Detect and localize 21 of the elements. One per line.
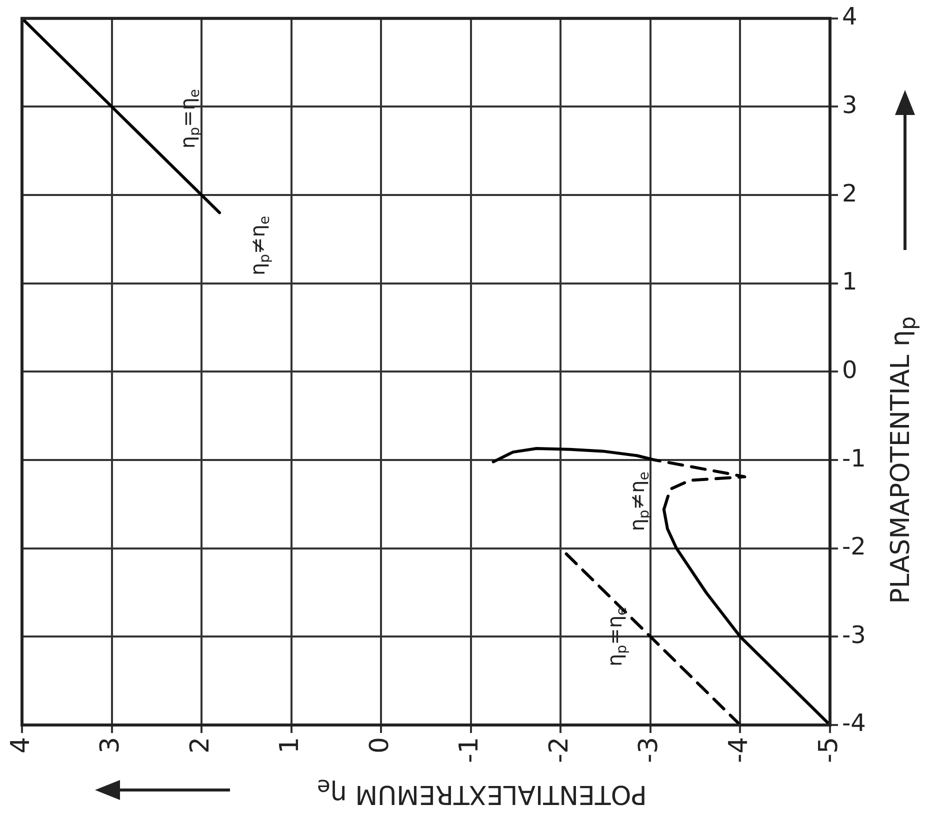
annotation: ηp≠ηe [246, 216, 274, 276]
y-tick-label: -2 [842, 532, 866, 561]
x-tick-label: 4 [6, 737, 36, 754]
x-tick-label: -4 [724, 737, 754, 763]
y-tick-label: 4 [842, 2, 858, 31]
y-tick-label: -3 [842, 620, 866, 649]
x-tick-label: 2 [185, 737, 216, 754]
y-tick-label: 2 [842, 179, 858, 208]
y-tick-label: 0 [842, 356, 858, 384]
annotation: ηp=ηe [175, 88, 203, 149]
x-tick-label: -3 [634, 737, 664, 763]
x-tick-label: -2 [544, 737, 574, 763]
y-tick-label: 3 [842, 90, 858, 119]
x-tick-label: 0 [364, 737, 395, 754]
x-tick-label: 3 [96, 737, 126, 754]
y-tick-label: -1 [842, 444, 866, 472]
x-tick-label: -5 [814, 737, 844, 763]
x-tick-label: -1 [454, 737, 485, 763]
y-tick-label: 1 [842, 268, 858, 296]
x-tick-label: 1 [275, 737, 306, 754]
annotation: ηp≠ηe [625, 472, 653, 532]
